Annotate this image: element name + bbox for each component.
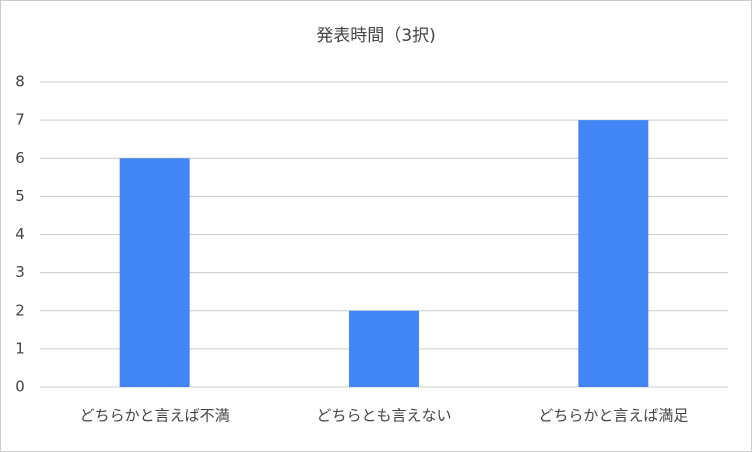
chart-title: 発表時間（3択) [316, 26, 435, 46]
bar [119, 158, 190, 387]
x-tick-label: どちらとも言えない [316, 407, 451, 425]
x-tick-label: どちらかと言えば満足 [538, 407, 688, 425]
y-tick-label: 6 [15, 149, 25, 167]
y-tick-label: 5 [15, 187, 25, 205]
y-tick-label: 8 [15, 73, 25, 91]
y-tick-label: 7 [15, 111, 25, 129]
y-tick-label: 2 [15, 301, 25, 319]
y-tick-label: 0 [15, 378, 25, 396]
bar [578, 120, 649, 387]
y-tick-label: 4 [15, 225, 25, 243]
y-tick-label: 3 [15, 263, 25, 281]
bar [349, 310, 419, 387]
x-tick-label: どちらかと言えば不満 [80, 407, 230, 425]
y-tick-label: 1 [15, 339, 25, 357]
